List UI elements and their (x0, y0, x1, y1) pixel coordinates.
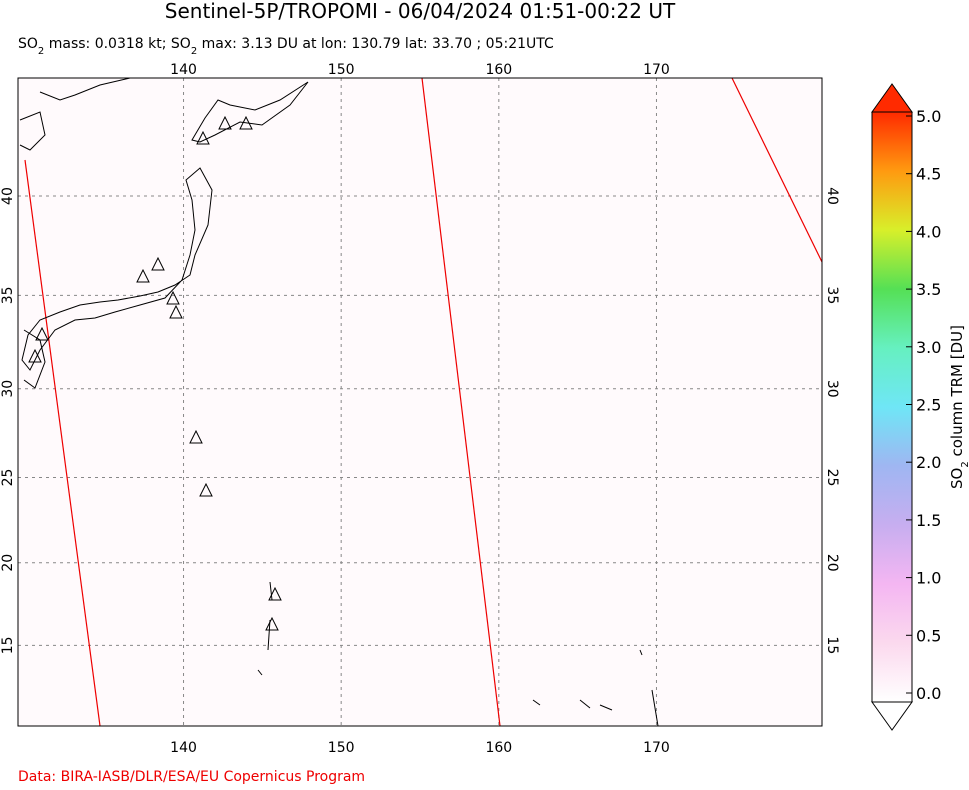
colorbar-tick-label: 2.0 (916, 453, 941, 472)
lon-label-top: 160 (485, 62, 512, 78)
lon-label-bottom: 140 (170, 740, 197, 756)
colorbar-tick-label: 2.5 (916, 396, 941, 415)
lat-label-right: 15 (824, 636, 840, 654)
text-part: mass: 0.0318 kt; SO (44, 36, 191, 52)
title: Sentinel-5P/TROPOMI - 06/04/2024 01:51-0… (165, 0, 676, 23)
lat-label-left: 30 (0, 380, 16, 398)
lat-label-left: 25 (0, 469, 16, 487)
lon-label-bottom: 150 (328, 740, 355, 756)
lon-label-bottom: 170 (643, 740, 670, 756)
colorbar: SO2 column TRM [DU] 0.0 0.5 1.0 1.5 2.0 2.5 3.… (872, 84, 969, 730)
colorbar-tick-label: 3.5 (916, 280, 941, 299)
lat-label-right: 40 (824, 187, 840, 205)
lat-label-right: 25 (824, 469, 840, 487)
colorbar-extend-min (872, 702, 912, 730)
lat-label-right: 30 (824, 380, 840, 398)
colorbar-tick-label: 4.0 (916, 222, 941, 241)
lat-label-left: 40 (0, 187, 16, 205)
text-part: max: 3.13 DU at lon: 130.79 lat: 33.70 ;… (197, 36, 554, 52)
text-part: SO (18, 36, 38, 52)
lat-label-left: 20 (0, 554, 16, 572)
map: 140 140 150 150 160 160 170 170 40 40 35 35 30 30 25 25… (0, 62, 840, 756)
subtitle: SO2 mass: 0.0318 kt; SO2 max: 3.13 DU at… (18, 36, 554, 57)
colorbar-tick-label: 5.0 (916, 107, 941, 126)
colorbar-label: SO2 column TRM [DU] (948, 325, 969, 489)
text-part: column TRM [DU] (948, 325, 966, 461)
lon-label-top: 140 (170, 62, 197, 78)
colorbar-tick-label: 0.0 (916, 684, 941, 703)
colorbar-body (872, 112, 912, 702)
lon-label-bottom: 160 (485, 740, 512, 756)
credit: Data: BIRA-IASB/DLR/ESA/EU Copernicus Pr… (18, 769, 365, 785)
colorbar-tick-label: 4.5 (916, 165, 941, 184)
colorbar-tick-label: 1.0 (916, 569, 941, 588)
text-part: SO (948, 468, 966, 489)
lon-label-top: 170 (643, 62, 670, 78)
colorbar-tick-label: 3.0 (916, 338, 941, 357)
lat-label-left: 35 (0, 286, 16, 304)
lat-label-left: 15 (0, 636, 16, 654)
lat-label-right: 35 (824, 286, 840, 304)
colorbar-extend-max (872, 84, 912, 112)
lat-label-right: 20 (824, 554, 840, 572)
map-background (18, 78, 822, 726)
colorbar-tick-label: 1.5 (916, 511, 941, 530)
lon-label-top: 150 (328, 62, 355, 78)
colorbar-tick-label: 0.5 (916, 626, 941, 645)
